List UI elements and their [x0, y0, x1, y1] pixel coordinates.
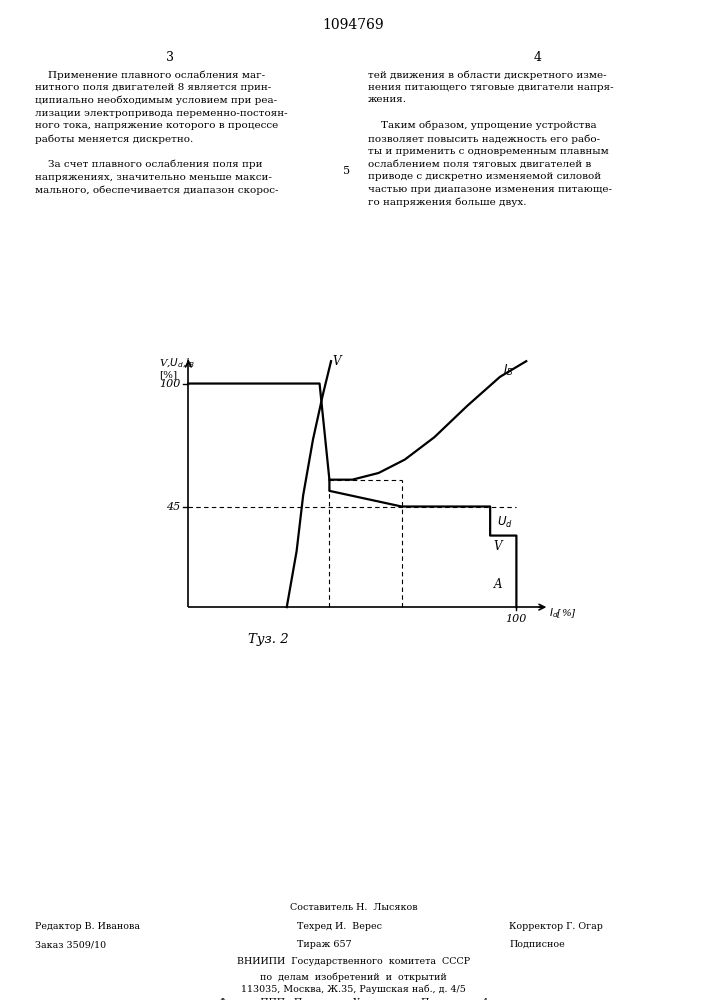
Text: Тираж 657: Тираж 657: [297, 940, 351, 949]
Text: Редактор В. Иванова: Редактор В. Иванова: [35, 922, 141, 931]
Text: Применение плавного ослабления маг-
нитного поля двигателей 8 является прин-
цип: Применение плавного ослабления маг- нитн…: [35, 70, 288, 195]
Text: Τуз. 2: Τуз. 2: [248, 634, 289, 647]
Text: ВНИИПИ  Государственного  комитета  СССР: ВНИИПИ Государственного комитета СССР: [237, 957, 470, 966]
Text: 5: 5: [343, 166, 350, 176]
Text: тей движения в области дискретного изме-
нения питающего тяговые двигатели напря: тей движения в области дискретного изме-…: [368, 70, 613, 207]
Text: Корректор Г. Огар: Корректор Г. Огар: [509, 922, 603, 931]
Text: Техред И.  Верес: Техред И. Верес: [297, 922, 382, 931]
Text: [%]: [%]: [159, 370, 177, 379]
Text: Подписное: Подписное: [509, 940, 565, 949]
Text: V: V: [493, 540, 502, 553]
Text: A: A: [493, 578, 502, 591]
Text: Филиал ППП «Патент», г. Ужгород, ул. Проектная, 4: Филиал ППП «Патент», г. Ужгород, ул. Про…: [219, 998, 488, 1000]
Text: $I_d$[%]: $I_d$[%]: [549, 606, 577, 620]
Text: Заказ 3509/10: Заказ 3509/10: [35, 940, 107, 949]
Text: 4: 4: [533, 51, 542, 64]
Text: V: V: [333, 355, 341, 368]
Text: 100: 100: [159, 379, 180, 389]
Text: Составитель Н.  Лысяков: Составитель Н. Лысяков: [290, 903, 417, 912]
Text: 100: 100: [506, 614, 527, 624]
Text: $I_B$: $I_B$: [503, 363, 514, 378]
Text: 113035, Москва, Ж․35, Раушская наб., д. 4/5: 113035, Москва, Ж․35, Раушская наб., д. …: [241, 985, 466, 994]
Text: 1094769: 1094769: [322, 18, 385, 32]
Text: по  делам  изобретений  и  открытий: по делам изобретений и открытий: [260, 972, 447, 982]
Text: V,$U_d$,$I_B$: V,$U_d$,$I_B$: [159, 357, 195, 370]
Text: 3: 3: [165, 51, 174, 64]
Text: $U_d$: $U_d$: [497, 515, 513, 530]
Text: 45: 45: [166, 502, 180, 512]
